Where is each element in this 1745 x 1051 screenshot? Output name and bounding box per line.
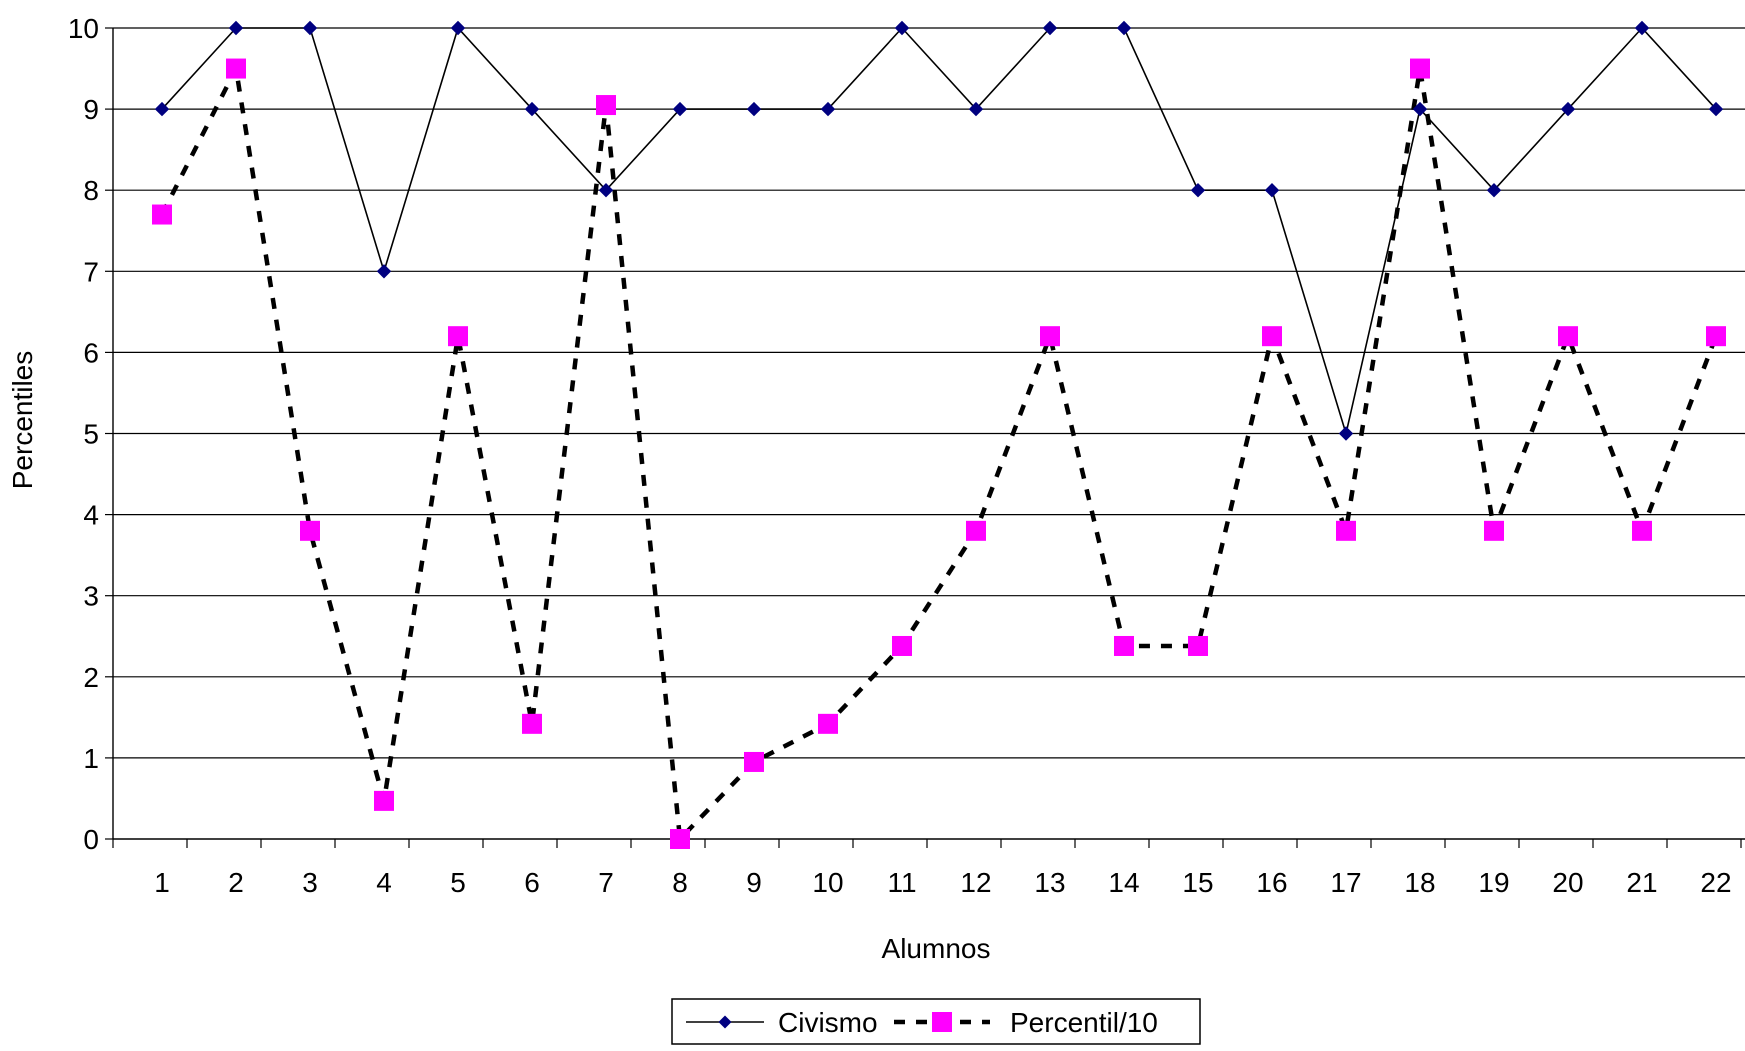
legend-label: Percentil/10 [1010,1007,1158,1038]
x-tick-label: 20 [1552,867,1583,898]
series-line-0 [161,26,1717,437]
data-point [448,326,468,347]
y-tick-label: 7 [83,256,99,287]
data-point [1190,182,1206,198]
legend: Civismo Percentil/10 [671,998,1201,1045]
data-point [300,520,320,541]
data-point [1410,58,1430,79]
y-tick-label: 1 [83,743,99,774]
data-point [1484,520,1504,541]
y-tick-label: 4 [83,500,99,531]
data-point [596,95,616,116]
data-point [1040,326,1060,347]
x-tick-label: 6 [524,867,540,898]
x-tick-label: 17 [1330,867,1361,898]
y-tick-label: 2 [83,662,99,693]
data-point [376,264,392,279]
data-point [820,101,836,117]
data-point [1412,101,1428,117]
data-point [1558,326,1578,347]
y-tick-label: 8 [83,175,99,206]
data-point [226,58,246,79]
x-tick-label: 19 [1478,867,1509,898]
y-tick-label: 6 [83,337,99,368]
x-tick-label: 16 [1256,867,1287,898]
data-point [1632,520,1652,541]
series-lines [159,26,1719,845]
data-point [1042,20,1058,36]
data-point [672,101,688,117]
x-tick-label: 15 [1182,867,1213,898]
x-tick-label: 9 [746,867,762,898]
data-point [746,101,762,117]
x-tick-label: 1 [154,867,170,898]
x-tick-label: 5 [450,867,466,898]
data-point [1188,635,1208,656]
y-tick-label: 3 [83,581,99,612]
data-point [154,101,170,117]
x-tick-label: 7 [598,867,614,898]
data-point [1264,182,1280,198]
data-point [524,101,540,117]
data-point [1634,20,1650,36]
data-point [228,20,244,36]
data-points [152,20,1726,849]
x-tick-label: 4 [376,867,392,898]
gridlines [113,27,1745,759]
data-point [1338,426,1354,441]
data-point [1336,520,1356,541]
data-point [818,713,838,734]
legend-label: Civismo [778,1007,878,1038]
data-point [1486,182,1502,198]
data-point [1114,635,1134,656]
x-tick-label: 18 [1404,867,1435,898]
y-tick-label: 0 [83,824,99,855]
x-tick-label: 14 [1108,867,1139,898]
y-axis-label: Percentiles [7,351,38,490]
data-point [152,204,172,225]
legend-marker-diamond [718,1015,732,1029]
data-point [1708,101,1724,117]
x-tick-label: 10 [812,867,843,898]
data-point [968,101,984,117]
data-point [670,829,690,849]
y-tick-label: 5 [83,419,99,450]
data-point [966,520,986,541]
data-point [894,20,910,36]
x-axis-label: Alumnos [882,933,991,964]
data-point [1706,326,1726,347]
data-point [744,751,764,772]
x-tick-label: 3 [302,867,318,898]
data-point [892,635,912,656]
data-point [1560,101,1576,117]
data-point [374,790,394,811]
x-tick-label: 12 [960,867,991,898]
x-tick-label: 13 [1034,867,1065,898]
series-line-1 [159,61,1719,845]
x-tick-label: 11 [887,867,916,898]
data-point [1262,326,1282,347]
data-point [450,20,466,36]
data-point [302,20,318,36]
x-tick-label: 21 [1626,867,1657,898]
y-tick-label: 9 [83,94,99,125]
legend-marker-square [932,1012,952,1032]
x-tick-label: 8 [672,867,688,898]
data-point [598,182,614,198]
data-point [522,713,542,734]
x-tick-label: 2 [228,867,244,898]
data-point [1116,20,1132,36]
y-tick-label: 10 [68,13,99,44]
x-tick-label: 22 [1700,867,1731,898]
